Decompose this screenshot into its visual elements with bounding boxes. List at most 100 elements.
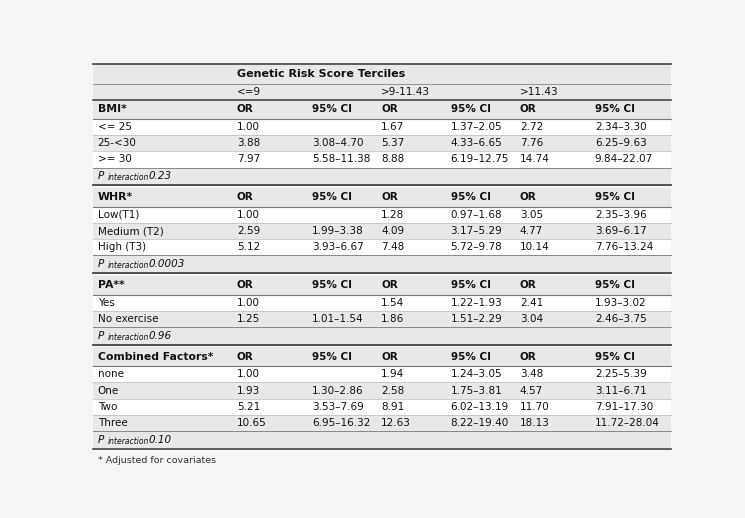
Text: 9.84–22.07: 9.84–22.07 — [595, 154, 653, 164]
Text: P: P — [98, 171, 104, 181]
Text: interaction: interaction — [108, 261, 150, 270]
Bar — [93, 119, 670, 135]
Text: <=9: <=9 — [237, 87, 261, 97]
Text: One: One — [98, 385, 119, 396]
Text: 11.72–28.04: 11.72–28.04 — [595, 418, 660, 428]
Text: OR: OR — [381, 192, 398, 202]
Bar — [93, 274, 670, 276]
Text: 3.48: 3.48 — [520, 369, 543, 379]
Text: Medium (T2): Medium (T2) — [98, 226, 163, 236]
Text: 7.76: 7.76 — [520, 138, 543, 148]
Text: P: P — [98, 435, 104, 445]
Text: 2.46–3.75: 2.46–3.75 — [595, 314, 647, 324]
Text: OR: OR — [237, 280, 253, 290]
Bar — [93, 135, 670, 151]
Text: 2.72: 2.72 — [520, 122, 543, 132]
Bar — [93, 382, 670, 399]
Text: 95% CI: 95% CI — [312, 280, 352, 290]
Text: 2.35–3.96: 2.35–3.96 — [595, 210, 647, 220]
Text: 18.13: 18.13 — [520, 418, 550, 428]
Text: OR: OR — [237, 104, 253, 114]
Text: 7.97: 7.97 — [237, 154, 260, 164]
Text: 8.88: 8.88 — [381, 154, 405, 164]
Text: 95% CI: 95% CI — [595, 192, 635, 202]
Text: OR: OR — [381, 104, 398, 114]
Text: 8.22–19.40: 8.22–19.40 — [451, 418, 509, 428]
Text: 1.00: 1.00 — [237, 369, 260, 379]
Bar — [93, 415, 670, 431]
Text: 7.76–13.24: 7.76–13.24 — [595, 242, 653, 252]
Text: Two: Two — [98, 402, 117, 412]
Text: WHR*: WHR* — [98, 192, 133, 202]
Text: 1.54: 1.54 — [381, 298, 405, 308]
Bar — [93, 255, 670, 274]
Text: 3.53–7.69: 3.53–7.69 — [312, 402, 364, 412]
Text: OR: OR — [520, 192, 536, 202]
Text: Combined Factors*: Combined Factors* — [98, 352, 213, 362]
Text: High (T3): High (T3) — [98, 242, 146, 252]
Text: 12.63: 12.63 — [381, 418, 411, 428]
Bar — [93, 345, 670, 348]
Text: 1.67: 1.67 — [381, 122, 405, 132]
Text: 5.58–11.38: 5.58–11.38 — [312, 154, 370, 164]
Text: 3.04: 3.04 — [520, 314, 543, 324]
Text: >= 30: >= 30 — [98, 154, 132, 164]
Text: 4.33–6.65: 4.33–6.65 — [451, 138, 502, 148]
Bar — [93, 399, 670, 415]
Text: 95% CI: 95% CI — [312, 192, 352, 202]
Text: 95% CI: 95% CI — [451, 352, 490, 362]
Text: 7.91–17.30: 7.91–17.30 — [595, 402, 653, 412]
Text: interaction: interaction — [108, 173, 150, 182]
Bar — [93, 185, 670, 188]
Text: 1.93–3.02: 1.93–3.02 — [595, 298, 647, 308]
Text: 1.24–3.05: 1.24–3.05 — [451, 369, 502, 379]
Text: 7.48: 7.48 — [381, 242, 405, 252]
Text: * Adjusted for covariates: * Adjusted for covariates — [98, 456, 216, 465]
Text: interaction: interaction — [108, 437, 150, 446]
Text: 5.12: 5.12 — [237, 242, 260, 252]
Text: 3.05: 3.05 — [520, 210, 543, 220]
Text: 2.41: 2.41 — [520, 298, 543, 308]
Text: interaction: interaction — [108, 333, 150, 342]
Text: OR: OR — [520, 104, 536, 114]
Text: 2.59: 2.59 — [237, 226, 260, 236]
Text: 0.0003: 0.0003 — [148, 260, 185, 269]
Bar — [93, 84, 670, 100]
Text: Three: Three — [98, 418, 127, 428]
Text: 3.17–5.29: 3.17–5.29 — [451, 226, 502, 236]
Text: P: P — [98, 260, 104, 269]
Text: 1.25: 1.25 — [237, 314, 260, 324]
Bar — [93, 100, 670, 119]
Text: 0.23: 0.23 — [148, 171, 171, 181]
Text: 1.22–1.93: 1.22–1.93 — [451, 298, 502, 308]
Text: 6.02–13.19: 6.02–13.19 — [451, 402, 509, 412]
Text: OR: OR — [520, 352, 536, 362]
Text: 95% CI: 95% CI — [451, 104, 490, 114]
Text: 95% CI: 95% CI — [451, 280, 490, 290]
Bar — [93, 151, 670, 167]
Text: 5.21: 5.21 — [237, 402, 260, 412]
Bar — [93, 295, 670, 311]
Text: P: P — [98, 331, 104, 341]
Text: BMI*: BMI* — [98, 104, 127, 114]
Text: 6.19–12.75: 6.19–12.75 — [451, 154, 509, 164]
Text: >11.43: >11.43 — [520, 87, 559, 97]
Text: 4.09: 4.09 — [381, 226, 405, 236]
Text: 95% CI: 95% CI — [312, 104, 352, 114]
Text: 0.97–1.68: 0.97–1.68 — [451, 210, 502, 220]
Text: <= 25: <= 25 — [98, 122, 132, 132]
Bar — [93, 207, 670, 223]
Text: 1.37–2.05: 1.37–2.05 — [451, 122, 502, 132]
Text: 1.99–3.38: 1.99–3.38 — [312, 226, 364, 236]
Text: 1.00: 1.00 — [237, 210, 260, 220]
Text: OR: OR — [520, 280, 536, 290]
Text: 10.65: 10.65 — [237, 418, 267, 428]
Bar — [93, 327, 670, 345]
Text: 3.08–4.70: 3.08–4.70 — [312, 138, 364, 148]
Text: 10.14: 10.14 — [520, 242, 550, 252]
Text: 95% CI: 95% CI — [595, 352, 635, 362]
Text: OR: OR — [237, 352, 253, 362]
Text: OR: OR — [381, 352, 398, 362]
Text: 11.70: 11.70 — [520, 402, 550, 412]
Text: No exercise: No exercise — [98, 314, 158, 324]
